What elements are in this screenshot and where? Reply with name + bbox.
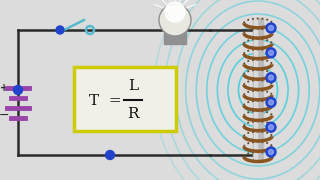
Circle shape [266, 48, 276, 58]
Text: T  =: T = [89, 94, 122, 108]
Circle shape [106, 150, 115, 159]
Circle shape [268, 125, 274, 130]
Circle shape [266, 122, 276, 132]
Text: R: R [127, 107, 139, 121]
Text: L: L [128, 79, 138, 93]
Circle shape [165, 2, 185, 22]
Text: +: + [0, 83, 8, 93]
Bar [253, 18, 263, 162]
Circle shape [268, 75, 274, 80]
Circle shape [268, 150, 274, 154]
Circle shape [266, 97, 276, 107]
Circle shape [266, 23, 276, 33]
Text: −: − [0, 109, 9, 122]
Circle shape [159, 4, 191, 36]
Circle shape [266, 73, 276, 83]
FancyBboxPatch shape [74, 67, 176, 131]
Circle shape [266, 147, 276, 157]
Bar [164, 30, 186, 44]
Circle shape [268, 26, 274, 30]
Circle shape [268, 100, 274, 105]
Circle shape [268, 50, 274, 55]
Circle shape [56, 26, 64, 34]
Circle shape [13, 86, 22, 94]
Bar [254, 18, 257, 162]
